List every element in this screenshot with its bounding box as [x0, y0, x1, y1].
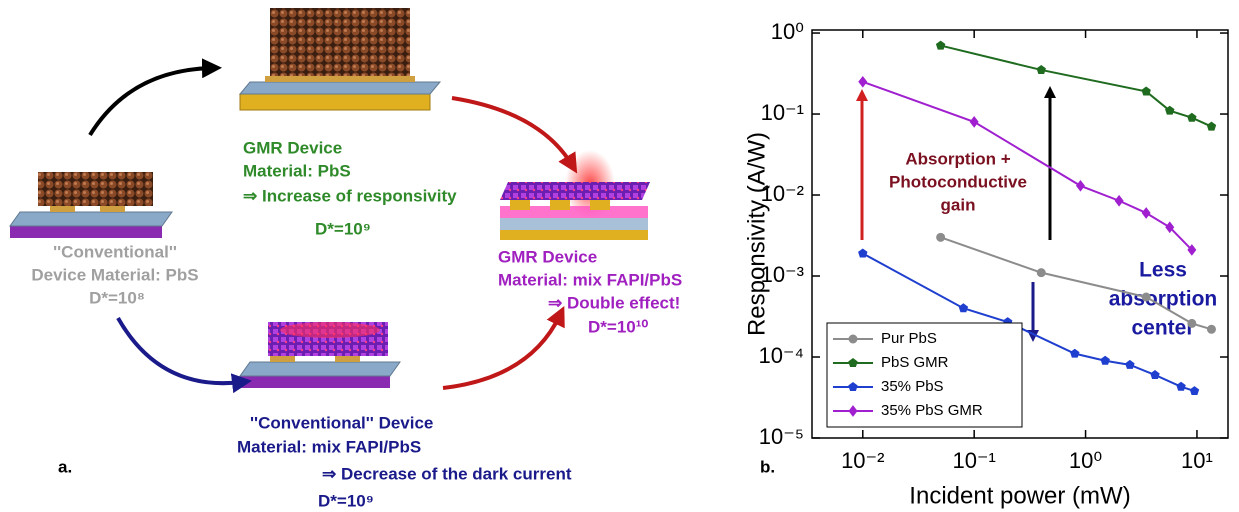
label: Material: mix FAPI/PbS: [498, 270, 682, 289]
data-point: [858, 248, 868, 258]
data-point: [1114, 194, 1124, 207]
annotation: Less: [1139, 259, 1187, 282]
annotation: gain: [941, 195, 976, 214]
label: ⇒ Decrease of the dark current: [322, 464, 572, 483]
data-point: [1141, 86, 1151, 96]
label: Device Material: PbS: [31, 265, 198, 284]
plot-frame: [811, 29, 1229, 439]
data-point: [1125, 359, 1135, 369]
legend-label: 35% PbS: [881, 378, 944, 395]
data-point: [1100, 355, 1110, 365]
annotation: center: [1131, 317, 1194, 340]
label: ''Conventional'': [53, 242, 177, 261]
label: D*=10⁹: [315, 219, 371, 238]
legend-label: 35% PbS GMR: [881, 402, 983, 419]
data-point: [958, 303, 969, 313]
device-conventional-mix: [239, 322, 401, 388]
legend-marker: [848, 334, 858, 344]
data-point: [1075, 179, 1085, 192]
chart: b. Incident power (mW) Responsivity (A/W…: [743, 19, 1229, 509]
data-point: [1036, 268, 1046, 278]
device-gmr-pbs: [238, 8, 442, 111]
data-point: [936, 232, 946, 242]
label: D*=10¹⁰: [588, 317, 648, 336]
label: D*=10⁸: [89, 288, 145, 307]
x-axis-label: Incident power (mW): [909, 482, 1130, 509]
label: ⇒ Increase of responsivity: [243, 186, 457, 205]
data-point: [1206, 324, 1216, 334]
y-tick-label: 10⁻²: [761, 181, 804, 206]
data-point: [1165, 221, 1175, 234]
data-point: [969, 116, 979, 128]
data-point: [1150, 370, 1160, 379]
x-tick-label: 10⁻¹: [952, 448, 995, 473]
arrow: [88, 58, 222, 137]
data-point: [1187, 244, 1197, 256]
y-tick-label: 10⁻¹: [761, 100, 804, 125]
arrow: [442, 305, 565, 390]
legend-marker: [848, 358, 858, 368]
y-tick-label: 10⁰: [771, 19, 804, 44]
x-tick-label: 10¹: [1181, 448, 1213, 473]
legend-marker: [848, 405, 858, 417]
label: GMR Device: [498, 247, 597, 266]
y-tick-label: 10⁻⁵: [759, 424, 804, 449]
label: D*=10⁹: [318, 491, 374, 510]
panel-label: a.: [58, 457, 72, 476]
data-point: [1176, 381, 1186, 391]
data-point: [1141, 292, 1151, 302]
data-point: [1141, 207, 1151, 219]
data-point: [1189, 386, 1200, 396]
annotation: Absorption +: [905, 149, 1010, 168]
label: Material: PbS: [243, 161, 351, 180]
data-point: [1187, 112, 1197, 122]
series-line: [940, 236, 1212, 331]
label: ''Conventional'' Device: [250, 413, 433, 432]
data-point: [1036, 65, 1046, 74]
legend-label: Pur PbS: [881, 330, 937, 347]
diagram: GMR Device Material: PbS ⇒ Increase of r…: [9, 8, 682, 510]
legend-box: [826, 322, 1023, 428]
panel-label: b.: [760, 457, 775, 476]
arrow: [116, 317, 252, 394]
data-point: [1187, 318, 1197, 328]
annotation: Photoconductive: [889, 172, 1027, 191]
legend-label: PbS GMR: [881, 354, 949, 371]
data-point: [1206, 121, 1217, 131]
device-gmr-mix: [500, 150, 650, 240]
legend-marker: [848, 382, 858, 392]
data-point: [1165, 105, 1175, 115]
data-point: [858, 75, 868, 88]
y-axis-label: Responsivity (A/W): [743, 132, 770, 336]
label: Material: mix FAPI/PbS: [237, 437, 421, 456]
label: ⇒ Double effect!: [548, 293, 680, 312]
data-point: [1070, 348, 1080, 358]
device-conventional-pbs: [9, 172, 173, 238]
y-tick-label: 10⁻⁴: [758, 343, 804, 368]
x-tick-label: 10⁰: [1069, 448, 1102, 473]
label: GMR Device: [243, 138, 342, 157]
annotation: absorption: [1109, 288, 1218, 311]
arrow: [451, 96, 578, 174]
x-tick-label: 10⁻²: [841, 448, 884, 473]
y-tick-label: 10⁻³: [761, 262, 804, 287]
data-point: [935, 40, 946, 50]
